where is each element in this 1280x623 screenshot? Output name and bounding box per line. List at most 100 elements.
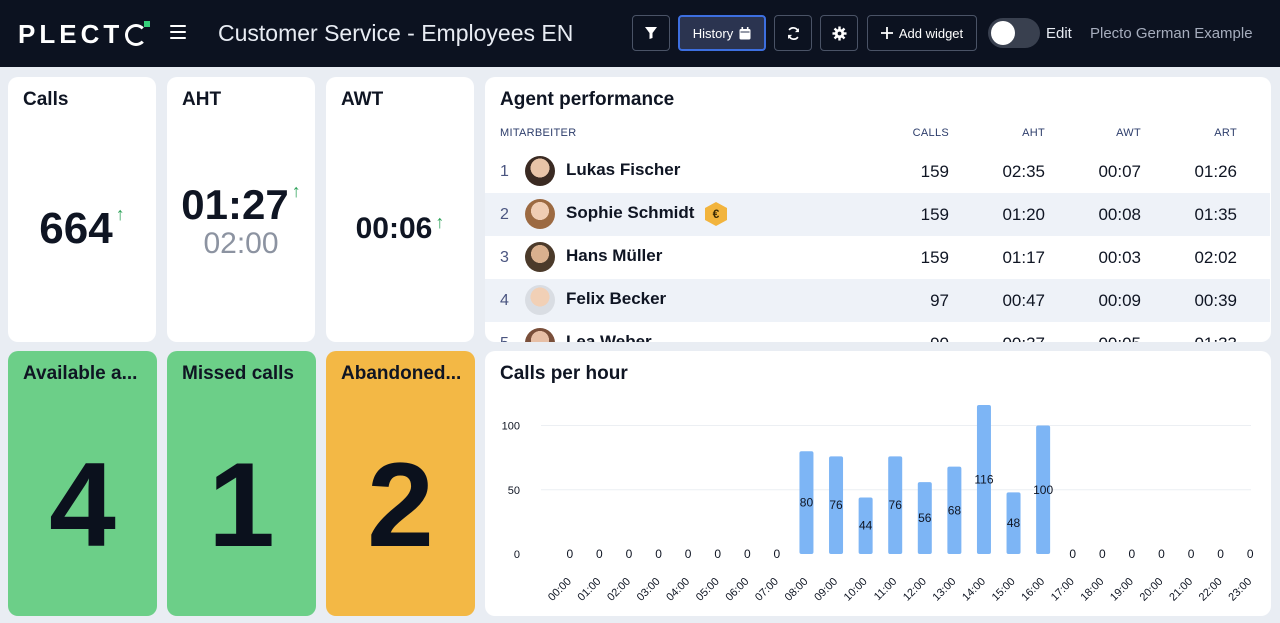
- settings-button[interactable]: [820, 15, 858, 51]
- aht-cell: 00:37: [975, 334, 1045, 342]
- widget-title: Available a...: [23, 363, 138, 384]
- x-tick-label: 18:00: [1078, 576, 1106, 604]
- avatar: [525, 328, 555, 342]
- art-cell: 01:35: [1194, 205, 1237, 224]
- avatar: [525, 242, 555, 272]
- data-label: 0: [744, 547, 751, 561]
- filter-button[interactable]: [632, 15, 670, 51]
- agent-name: Felix Becker: [566, 289, 667, 308]
- avatar: [525, 199, 555, 229]
- data-label: 116: [974, 473, 993, 487]
- column-header-art[interactable]: ART: [1214, 127, 1237, 139]
- aht-cell: 01:17: [1002, 248, 1045, 267]
- x-tick-label: 22:00: [1197, 576, 1225, 604]
- table-row[interactable]: 5 Lea Weber 90 00:37 00:05 01:33: [485, 322, 1270, 342]
- table-row[interactable]: 2 Sophie Schmidt € 159 01:20 00:08 01:35: [485, 193, 1270, 236]
- bar: [976, 405, 991, 554]
- refresh-button[interactable]: [774, 15, 812, 51]
- bar: [858, 497, 873, 554]
- calls-widget[interactable]: Calls 664 ↑: [8, 77, 156, 342]
- trend-up-icon: ↑: [291, 181, 301, 201]
- agent-name: Sophie Schmidt: [566, 203, 695, 222]
- data-label: 48: [1007, 516, 1021, 530]
- data-label: 0: [714, 547, 721, 561]
- x-tick-label: 04:00: [664, 576, 692, 604]
- available-value: 4: [49, 438, 116, 572]
- bar: [1006, 492, 1021, 554]
- aht-target: 02:00: [203, 227, 279, 260]
- add-widget-label: Add widget: [898, 25, 964, 41]
- missed-calls-widget[interactable]: Missed calls 1: [167, 351, 316, 616]
- refresh-icon: [787, 26, 799, 40]
- widget-title: Agent performance: [500, 89, 675, 110]
- x-tick-label: 01:00: [576, 576, 604, 604]
- widget-title: Missed calls: [182, 363, 294, 384]
- table-row[interactable]: 4 Felix Becker 97 00:47 00:09 00:39: [485, 279, 1270, 322]
- x-tick-label: 23:00: [1226, 576, 1254, 604]
- x-tick-label: 00:00: [546, 576, 574, 604]
- column-header-employee[interactable]: MITARBEITER: [500, 127, 577, 139]
- menu-icon[interactable]: [170, 25, 186, 39]
- calls-value: 664 ↑: [39, 204, 125, 253]
- data-label: 76: [829, 498, 843, 512]
- art-cell: 01:33: [1167, 334, 1237, 342]
- x-tick-label: 13:00: [931, 576, 959, 604]
- column-header-aht[interactable]: AHT: [1022, 127, 1045, 139]
- widget-title: AHT: [182, 89, 222, 110]
- data-label: 0: [596, 547, 603, 561]
- column-header-calls[interactable]: CALLS: [912, 127, 949, 139]
- filter-icon: [645, 27, 657, 39]
- add-widget-button[interactable]: Add widget: [867, 15, 977, 51]
- abandoned-widget[interactable]: Abandoned... 2: [326, 351, 475, 616]
- data-label: 0: [774, 547, 781, 561]
- aht-cell: 02:35: [1002, 162, 1045, 181]
- available-agents-widget[interactable]: Available a... 4: [8, 351, 157, 616]
- x-tick-label: 03:00: [635, 576, 663, 604]
- calls-cell: 159: [920, 248, 949, 267]
- history-button[interactable]: History: [678, 15, 766, 51]
- awt-cell: 00:08: [1098, 205, 1141, 224]
- avatar: [525, 285, 555, 315]
- art-cell: 02:02: [1194, 248, 1237, 267]
- trend-up-icon: ↑: [115, 204, 125, 224]
- bar: [1036, 425, 1051, 554]
- x-tick-label: 16:00: [1019, 576, 1047, 604]
- data-label: 56: [918, 511, 932, 525]
- calls-per-hour-widget[interactable]: Calls per hour 0 50 100 0 00:00 0 01:00 0 02:00 0…: [485, 351, 1271, 616]
- table-row[interactable]: 3 Hans Müller 159 01:17 00:03 02:02: [485, 236, 1270, 279]
- data-label: 0: [685, 547, 692, 561]
- logo-o-mark: [125, 20, 151, 46]
- aht-widget[interactable]: AHT 01:27 ↑ 02:00: [167, 77, 315, 342]
- column-header-awt[interactable]: AWT: [1116, 127, 1141, 139]
- data-label: 100: [1033, 483, 1053, 497]
- account-name[interactable]: Plecto German Example: [1090, 25, 1253, 42]
- aht-value: 01:27 ↑: [181, 181, 301, 228]
- rank: 2: [500, 206, 509, 223]
- bar: [799, 451, 814, 554]
- x-tick-label: 06:00: [723, 576, 751, 604]
- data-label: 0: [1099, 547, 1106, 561]
- missed-value: 1: [208, 438, 275, 572]
- awt-widget[interactable]: AWT 00:06 ↑: [326, 77, 474, 342]
- aht-cell: 01:20: [1002, 205, 1045, 224]
- agent-name: Hans Müller: [566, 246, 663, 265]
- widget-title: Abandoned...: [341, 363, 462, 384]
- plus-icon: [880, 27, 893, 39]
- awt-cell: 00:03: [1098, 248, 1141, 267]
- edit-toggle[interactable]: [988, 18, 1040, 48]
- calls-per-hour-chart: 0 50 100 0 00:00 0 01:00 0 02:00 0 03:00 0 04:00 0 05:…: [502, 405, 1254, 604]
- agent-name: Lukas Fischer: [566, 160, 681, 179]
- x-tick-label: 11:00: [872, 576, 899, 603]
- agent-performance-widget[interactable]: Agent performance MITARBEITER CALLS AHT …: [485, 77, 1271, 342]
- awt-cell: 00:07: [1098, 162, 1141, 181]
- art-cell: 00:39: [1194, 291, 1237, 310]
- awt-value: 00:06 ↑: [355, 212, 445, 245]
- calendar-icon: [739, 26, 751, 39]
- euro-badge-icon: €: [705, 202, 727, 226]
- table-row[interactable]: 1 Lukas Fischer 159 02:35 00:07 01:26: [485, 150, 1270, 193]
- calls-cell: 97: [930, 291, 949, 310]
- calls-cell: 159: [920, 162, 949, 181]
- x-tick-label: 15:00: [990, 576, 1018, 604]
- trend-up-icon: ↑: [435, 212, 445, 232]
- plecto-logo[interactable]: PLECT: [18, 19, 151, 50]
